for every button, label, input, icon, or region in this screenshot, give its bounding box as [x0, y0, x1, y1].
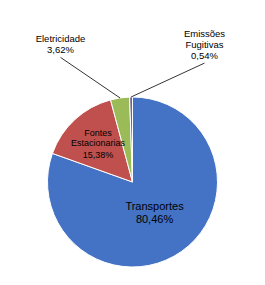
slice-value-label: 3,62% — [47, 44, 74, 55]
slice-label: FontesEstacionarias — [71, 128, 126, 149]
slice-label-line: Transportes — [125, 200, 184, 212]
pie — [47, 97, 217, 267]
slice-value-label: 15,38% — [83, 150, 114, 160]
pie-slice — [130, 97, 133, 182]
leader-line — [131, 63, 204, 97]
leader-line — [61, 57, 120, 98]
slice-label: EmissõesFugitivas — [184, 27, 225, 49]
slice-label-line: Eletricidade — [36, 33, 86, 44]
pie-slice — [47, 97, 217, 267]
slice-label-line: Estacionarias — [71, 139, 126, 149]
slice-label: Transportes — [125, 200, 184, 212]
slice-label-line: Emissões — [184, 27, 225, 38]
slice-value-label: 80,46% — [136, 213, 174, 225]
slice-value-label: 0,54% — [191, 50, 218, 61]
slice-label-line: Fontes — [84, 128, 112, 138]
slice-label: Eletricidade — [36, 33, 86, 44]
chart: Transportes80,46% FontesEstacionarias15,3… — [0, 0, 265, 285]
slice-label-line: Fugitivas — [185, 39, 223, 50]
labels: Transportes80,46% FontesEstacionarias15,3… — [36, 27, 226, 225]
